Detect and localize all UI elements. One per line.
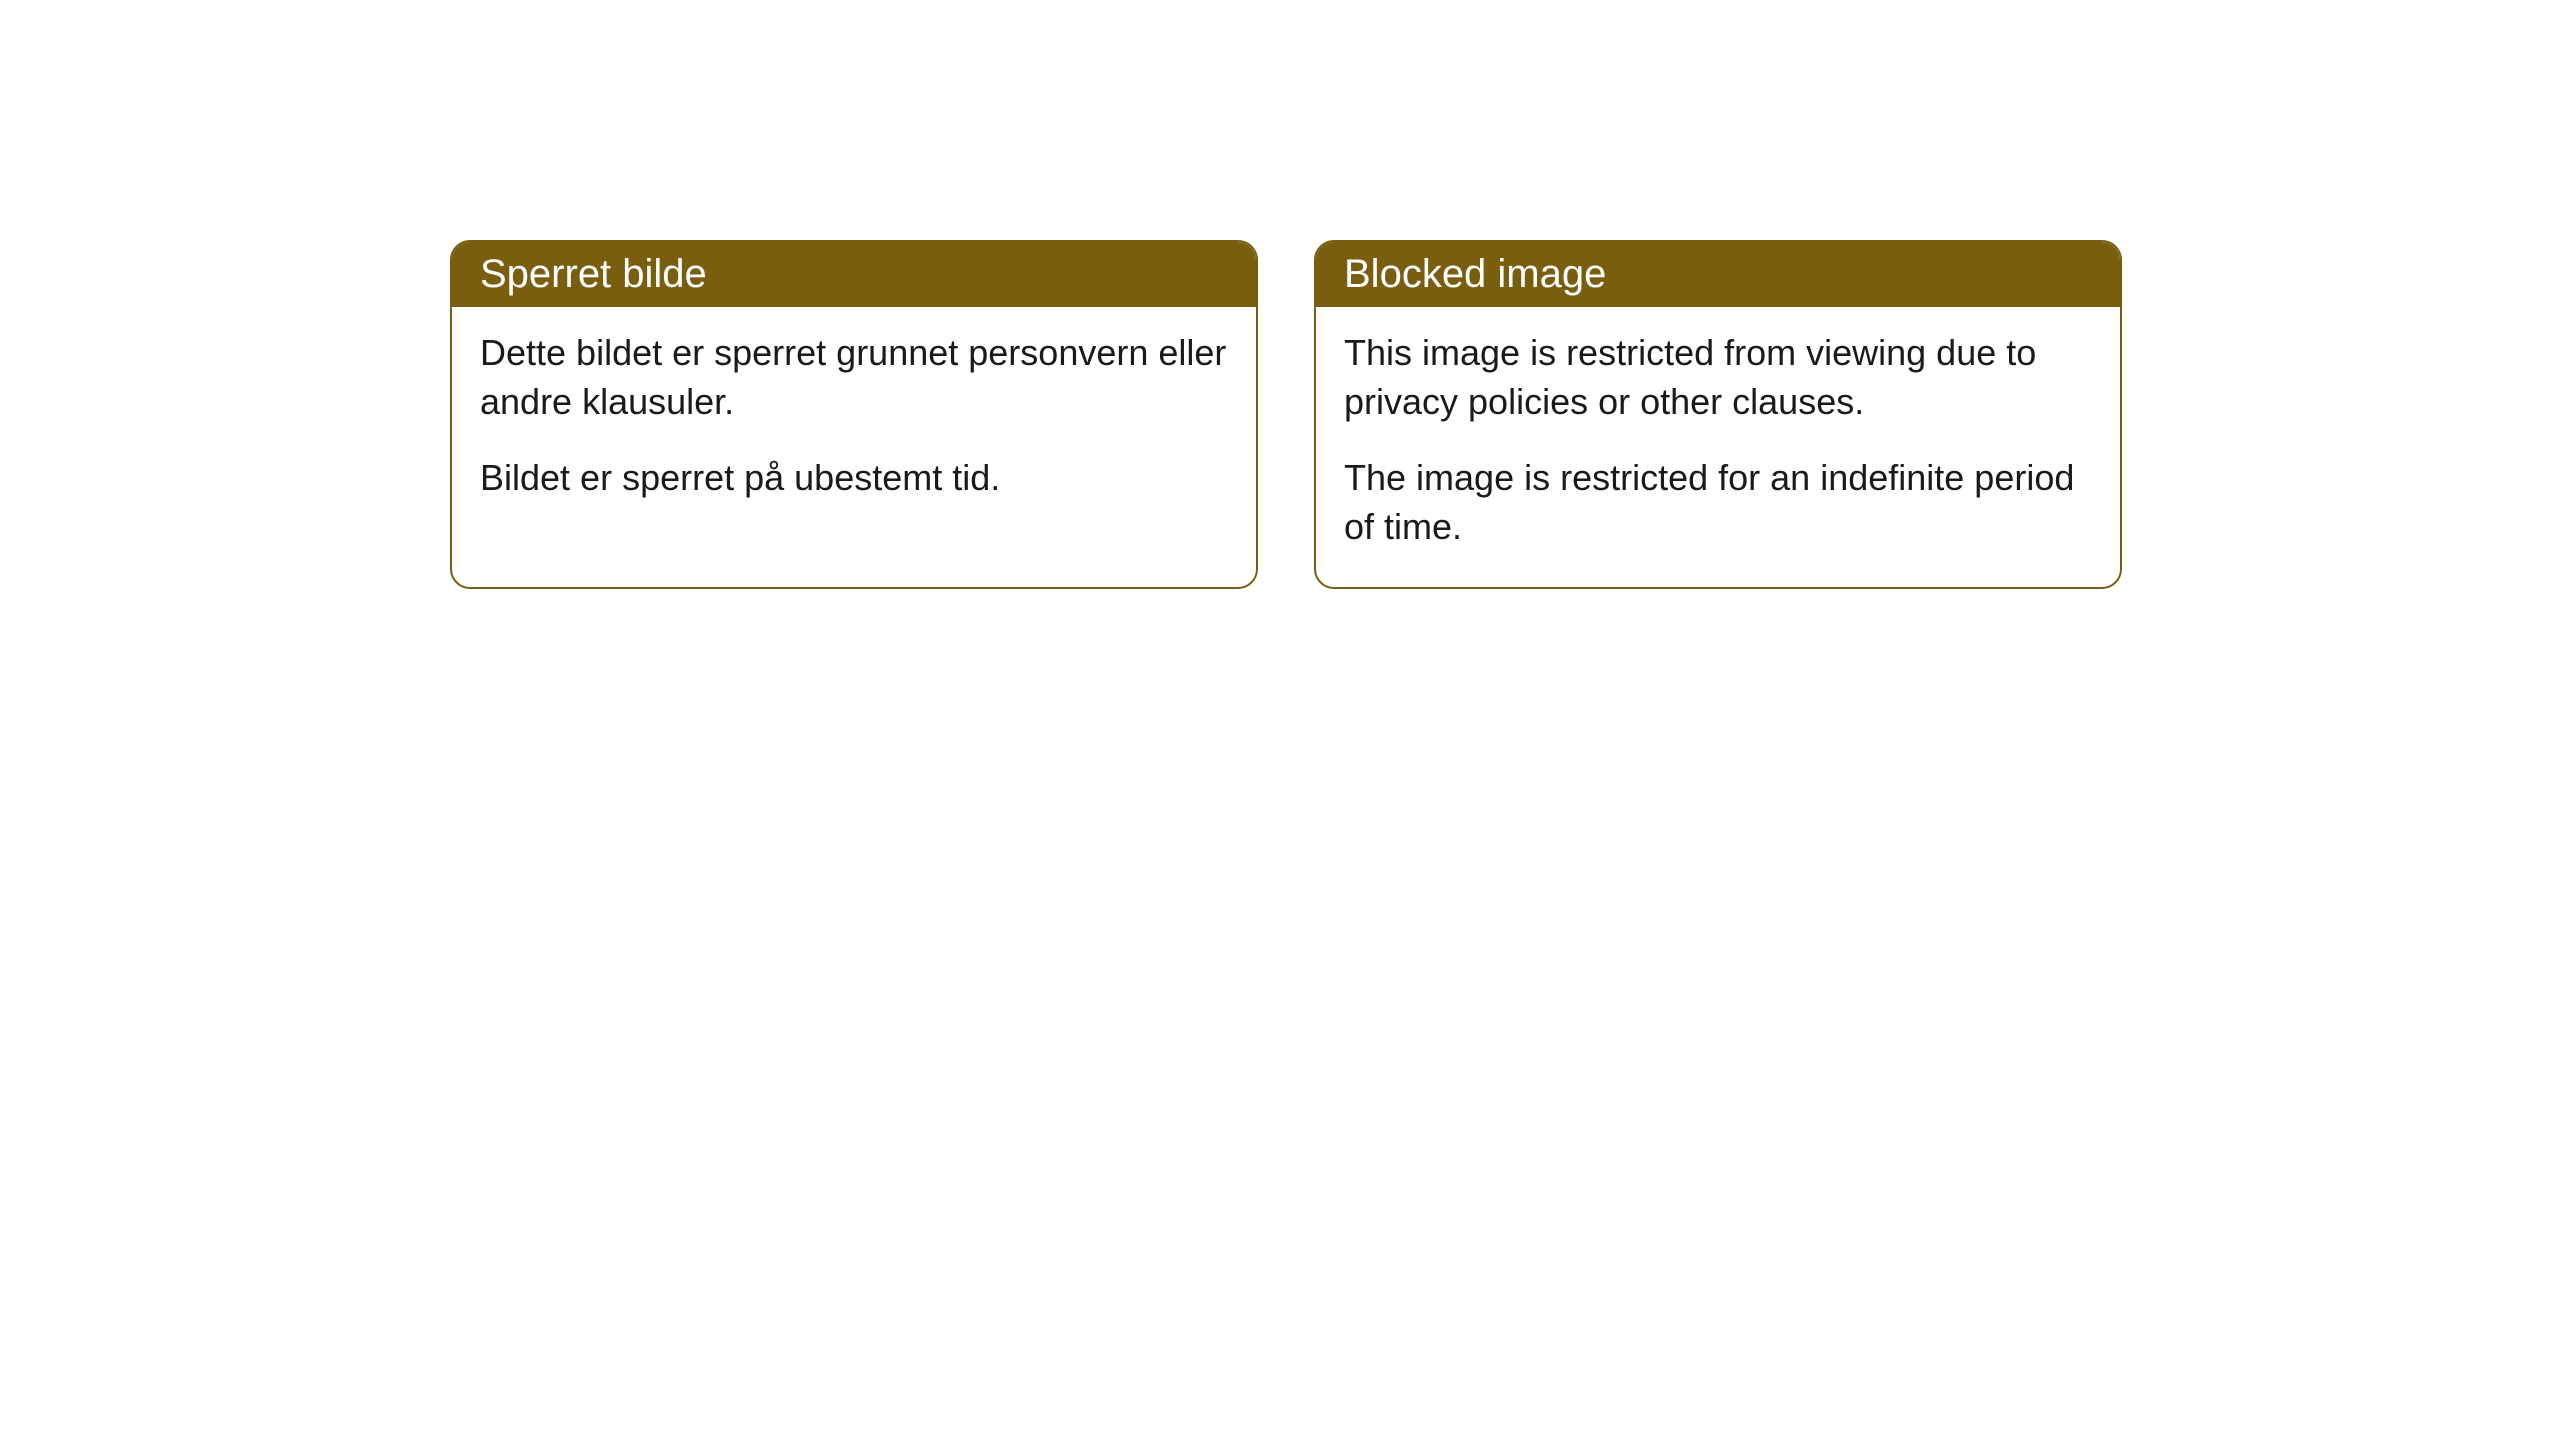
box-paragraph: Bildet er sperret på ubestemt tid.	[480, 454, 1228, 503]
box-header-english: Blocked image	[1316, 242, 2120, 307]
box-paragraph: The image is restricted for an indefinit…	[1344, 454, 2092, 551]
box-body-norwegian: Dette bildet er sperret grunnet personve…	[452, 307, 1256, 539]
info-boxes-container: Sperret bilde Dette bildet er sperret gr…	[0, 0, 2560, 589]
blocked-image-box-english: Blocked image This image is restricted f…	[1314, 240, 2122, 589]
box-header-norwegian: Sperret bilde	[452, 242, 1256, 307]
box-body-english: This image is restricted from viewing du…	[1316, 307, 2120, 587]
blocked-image-box-norwegian: Sperret bilde Dette bildet er sperret gr…	[450, 240, 1258, 589]
box-paragraph: This image is restricted from viewing du…	[1344, 329, 2092, 426]
box-paragraph: Dette bildet er sperret grunnet personve…	[480, 329, 1228, 426]
